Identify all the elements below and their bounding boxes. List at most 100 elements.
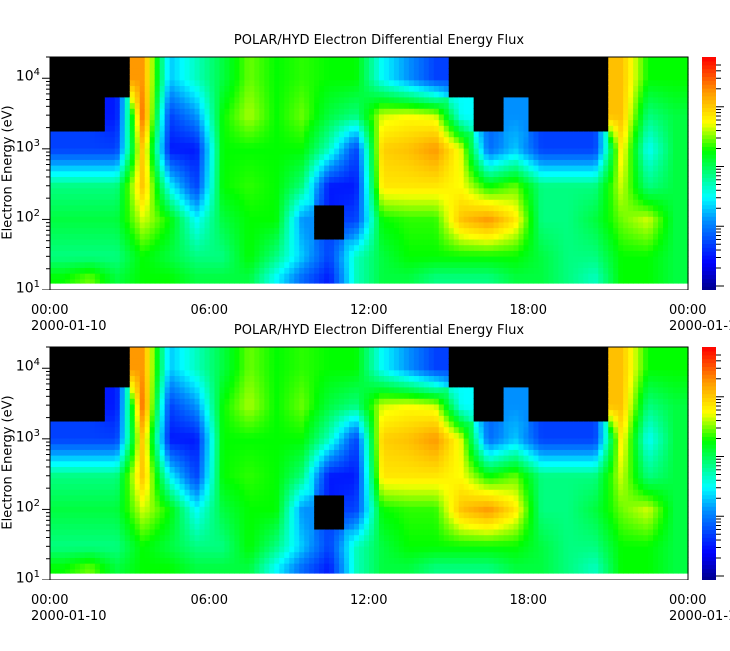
heatmap-cell <box>69 238 76 246</box>
heatmap-cell <box>304 147 310 155</box>
heatmap-cell <box>603 227 609 234</box>
heatmap-cell <box>443 187 450 195</box>
heatmap-cell <box>99 233 106 240</box>
heatmap-cell <box>638 142 644 149</box>
heatmap-cell <box>468 159 475 166</box>
heatmap-cell <box>463 96 470 104</box>
heatmap-cell <box>653 267 659 274</box>
heatmap-cell <box>533 142 540 149</box>
heatmap-cell <box>448 250 455 257</box>
heatmap-cell <box>383 250 390 257</box>
heatmap-cell <box>369 193 375 200</box>
heatmap-cell <box>603 273 609 280</box>
heatmap-cell <box>638 199 644 206</box>
heatmap-cell <box>234 193 240 200</box>
heatmap-cell <box>513 136 520 143</box>
heatmap-cell <box>179 153 186 160</box>
heatmap-cell <box>289 136 295 143</box>
heatmap-cell <box>64 267 71 274</box>
heatmap-cell <box>349 153 355 160</box>
heatmap-cell <box>413 210 420 217</box>
heatmap-cell <box>254 204 260 212</box>
heatmap-cell <box>578 193 584 200</box>
heatmap-cell <box>219 170 226 177</box>
heatmap-cell <box>518 74 525 81</box>
heatmap-cell <box>558 125 564 132</box>
heatmap-cell <box>373 244 380 251</box>
heatmap-cell <box>623 102 629 109</box>
heatmap-cell <box>264 170 270 177</box>
heatmap-cell <box>79 182 86 189</box>
heatmap-cell <box>558 261 564 268</box>
heatmap-cell <box>433 261 440 268</box>
heatmap-cell <box>588 85 594 92</box>
heatmap-cell <box>373 130 380 138</box>
heatmap-cell <box>364 238 370 246</box>
heatmap-cell <box>104 79 111 87</box>
heatmap-cell <box>548 255 555 263</box>
heatmap-cell <box>523 255 530 263</box>
heatmap-cell <box>69 113 76 121</box>
heatmap-cell <box>668 227 674 234</box>
heatmap-cell <box>184 62 191 69</box>
heatmap-cell <box>249 142 255 149</box>
heatmap-cell <box>304 96 310 104</box>
heatmap-cell <box>169 96 176 104</box>
heatmap-cell <box>149 147 156 155</box>
heatmap-cell <box>269 199 275 206</box>
heatmap-cell <box>89 85 96 92</box>
heatmap-cell <box>503 68 510 75</box>
heatmap-cell <box>653 233 659 240</box>
heatmap-cell <box>179 227 186 234</box>
heatmap-cell <box>319 182 325 189</box>
heatmap-cell <box>628 170 634 177</box>
heatmap-cell <box>219 108 226 115</box>
heatmap-cell <box>289 193 295 200</box>
heatmap-cell <box>204 273 211 280</box>
heatmap-cell <box>583 227 589 234</box>
heatmap-cell <box>458 170 465 177</box>
heatmap-cell <box>508 204 515 212</box>
heatmap-cell <box>69 165 76 172</box>
heatmap-cell <box>538 74 545 81</box>
heatmap-cell <box>628 204 634 212</box>
heatmap-cell <box>309 255 315 263</box>
heatmap-cell <box>364 79 370 87</box>
heatmap-cell <box>64 227 71 234</box>
heatmap-cell <box>149 278 156 284</box>
heatmap-cell <box>209 159 216 166</box>
heatmap-cell <box>573 85 579 92</box>
heatmap-cell <box>159 136 166 143</box>
heatmap-cell <box>618 255 624 263</box>
heatmap-cell <box>369 153 375 160</box>
heatmap-cell <box>169 108 176 115</box>
heatmap-cell <box>229 267 236 274</box>
heatmap-cell <box>114 142 121 149</box>
heatmap-cell <box>553 85 559 92</box>
heatmap-cell <box>89 153 96 160</box>
heatmap-cell <box>159 176 166 183</box>
heatmap-cell <box>383 125 390 132</box>
heatmap-cell <box>289 147 295 155</box>
heatmap-cell <box>638 85 644 92</box>
heatmap-cell <box>423 199 430 206</box>
heatmap-cell <box>269 176 275 183</box>
heatmap-cell <box>663 199 669 206</box>
heatmap-cell <box>364 147 370 155</box>
heatmap-cell <box>533 273 540 280</box>
heatmap-cell <box>538 79 545 87</box>
heatmap-cell <box>413 79 420 87</box>
heatmap-cell <box>388 216 395 223</box>
heatmap-cell <box>663 159 669 166</box>
heatmap-cell <box>423 147 430 155</box>
heatmap-cell <box>518 221 525 229</box>
heatmap-cell <box>364 227 370 234</box>
heatmap-cell <box>354 176 360 183</box>
heatmap-cell <box>653 227 659 234</box>
heatmap-cell <box>443 182 450 189</box>
heatmap-cell <box>423 165 430 172</box>
heatmap-cell <box>134 119 141 126</box>
heatmap-cell <box>254 255 260 263</box>
heatmap-cell <box>593 119 599 126</box>
heatmap-cell <box>259 204 265 212</box>
